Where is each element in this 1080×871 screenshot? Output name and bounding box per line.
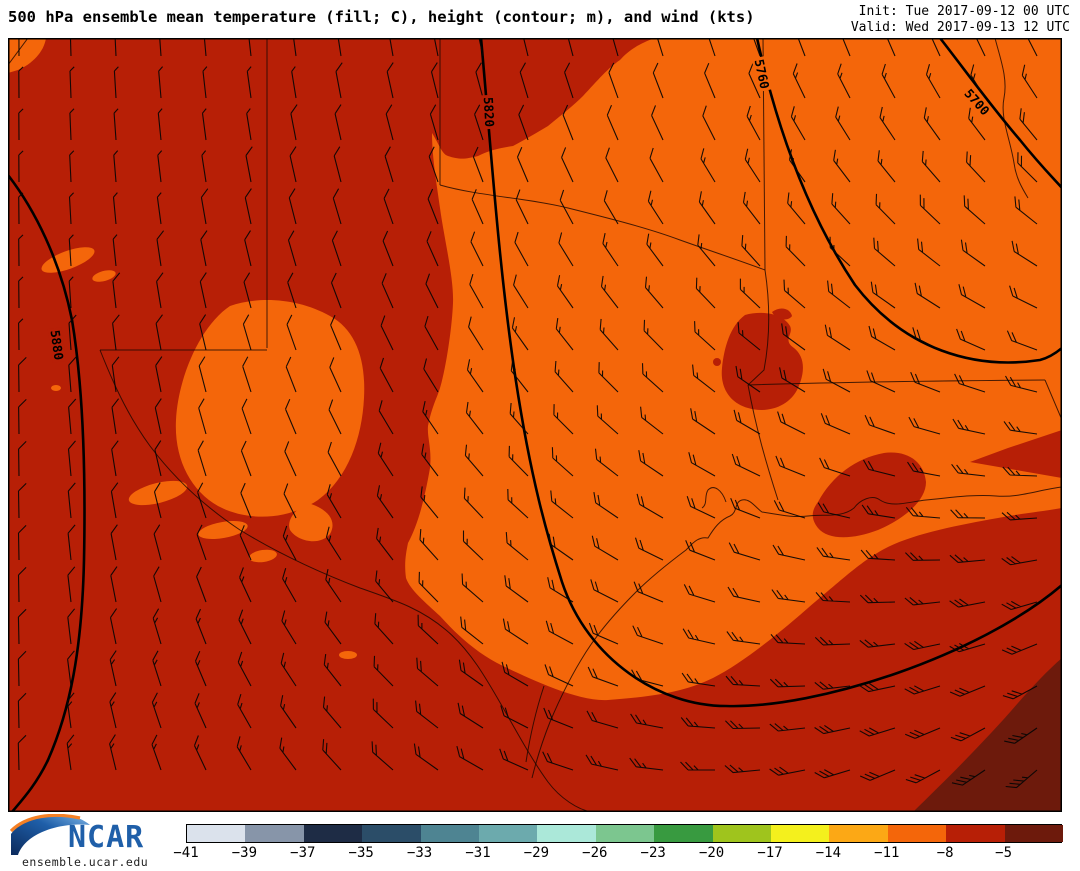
colorbar-segment (946, 825, 1006, 842)
fill-maroon-corner (913, 658, 1062, 812)
ncar-logo-arc (10, 814, 81, 833)
colorbar-segment (595, 825, 655, 842)
ncar-logo: NCAR (10, 814, 144, 855)
colorbar-labels: −41 −39 −37 −35 −33 −31 −29 −26 −23 −20 −17 −14 −11 −… (173, 845, 1080, 863)
colorbar-segment (829, 825, 889, 842)
contour-5880 (6, 174, 86, 813)
colorbar-segment (245, 825, 305, 842)
colorbar-segment (420, 825, 480, 842)
height-contours (6, 37, 1063, 813)
colorbar-tick-label: −8 (936, 845, 954, 861)
state-borders (7, 37, 1063, 813)
footer-bar: NCAR ensemble.ucar.edu −41 −39 −37 −35 −33 −3… (0, 812, 1080, 871)
colorbar-tick-label: −14 (815, 845, 842, 861)
colorbar-segment (1004, 825, 1064, 842)
colorbar-tick-label: −26 (582, 845, 608, 861)
colorbar-tick-label: −31 (465, 845, 491, 861)
colorbar-tick-label: −17 (757, 845, 783, 861)
weather-map: 5880 5820 5760 5700 (6, 20, 1063, 813)
colorbar-tick-label: −33 (406, 845, 433, 861)
contour-5760 (755, 37, 1063, 364)
init-time: Init: Tue 2017-09-12 00 UTC (858, 4, 1070, 19)
colorbar-tick-label: −39 (231, 845, 258, 861)
fill-orange-blob-appendage (289, 503, 333, 542)
wind-barbs (17, 20, 1038, 789)
fill-orange-blob (175, 300, 365, 517)
ncar-logo-text: NCAR (68, 820, 144, 855)
fill-orange-corner (8, 38, 46, 73)
contour-5820 (479, 37, 1063, 708)
colorbar-tick-label: −11 (874, 845, 900, 861)
colorbar-segment (303, 825, 363, 842)
wind-barb-glyphs (17, 20, 1038, 789)
colorbar-tick-label: −23 (640, 845, 666, 861)
colorbar-segment (187, 825, 246, 842)
colorbar-segment (771, 825, 830, 842)
colorbar-tick-label: −35 (348, 845, 374, 861)
colorbar-tick-label: −29 (523, 845, 550, 861)
colorbar-segment (362, 825, 422, 842)
contour-label-5820: 5820 (481, 97, 498, 128)
contour-5700 (938, 37, 1063, 189)
colorbar-segment (479, 825, 538, 842)
time-stamps: Init: Tue 2017-09-12 00 UTC Valid: Wed 2… (851, 4, 1070, 36)
contour-label-5880: 5880 (47, 329, 66, 361)
page-title: 500 hPa ensemble mean temperature (fill;… (8, 8, 755, 26)
contour-label-5760: 5760 (752, 58, 773, 91)
colorbar (186, 824, 1064, 843)
map-frame (8, 38, 1062, 812)
colorbar-segment (537, 825, 597, 842)
colorbar-tick-label: −37 (290, 845, 316, 861)
ncar-logo-swoosh (11, 814, 90, 855)
colorbar-segment (654, 825, 714, 842)
colorbar-segment (712, 825, 772, 842)
valid-time: Valid: Wed 2017-09-13 12 UTC (850, 20, 1070, 35)
colorbar-tick-label: −20 (698, 845, 725, 861)
colorbar-segment (887, 825, 947, 842)
contour-labels: 5880 5820 5760 5700 (47, 55, 994, 363)
colorbar-tick-label: −5 (995, 845, 1013, 861)
fill-orange-flecks (41, 247, 357, 659)
site-link[interactable]: ensemble.ucar.edu (22, 855, 149, 869)
map-panel: 5880 5820 5760 5700 (6, 20, 1063, 813)
colorbar-tick-label: −41 (173, 845, 199, 861)
